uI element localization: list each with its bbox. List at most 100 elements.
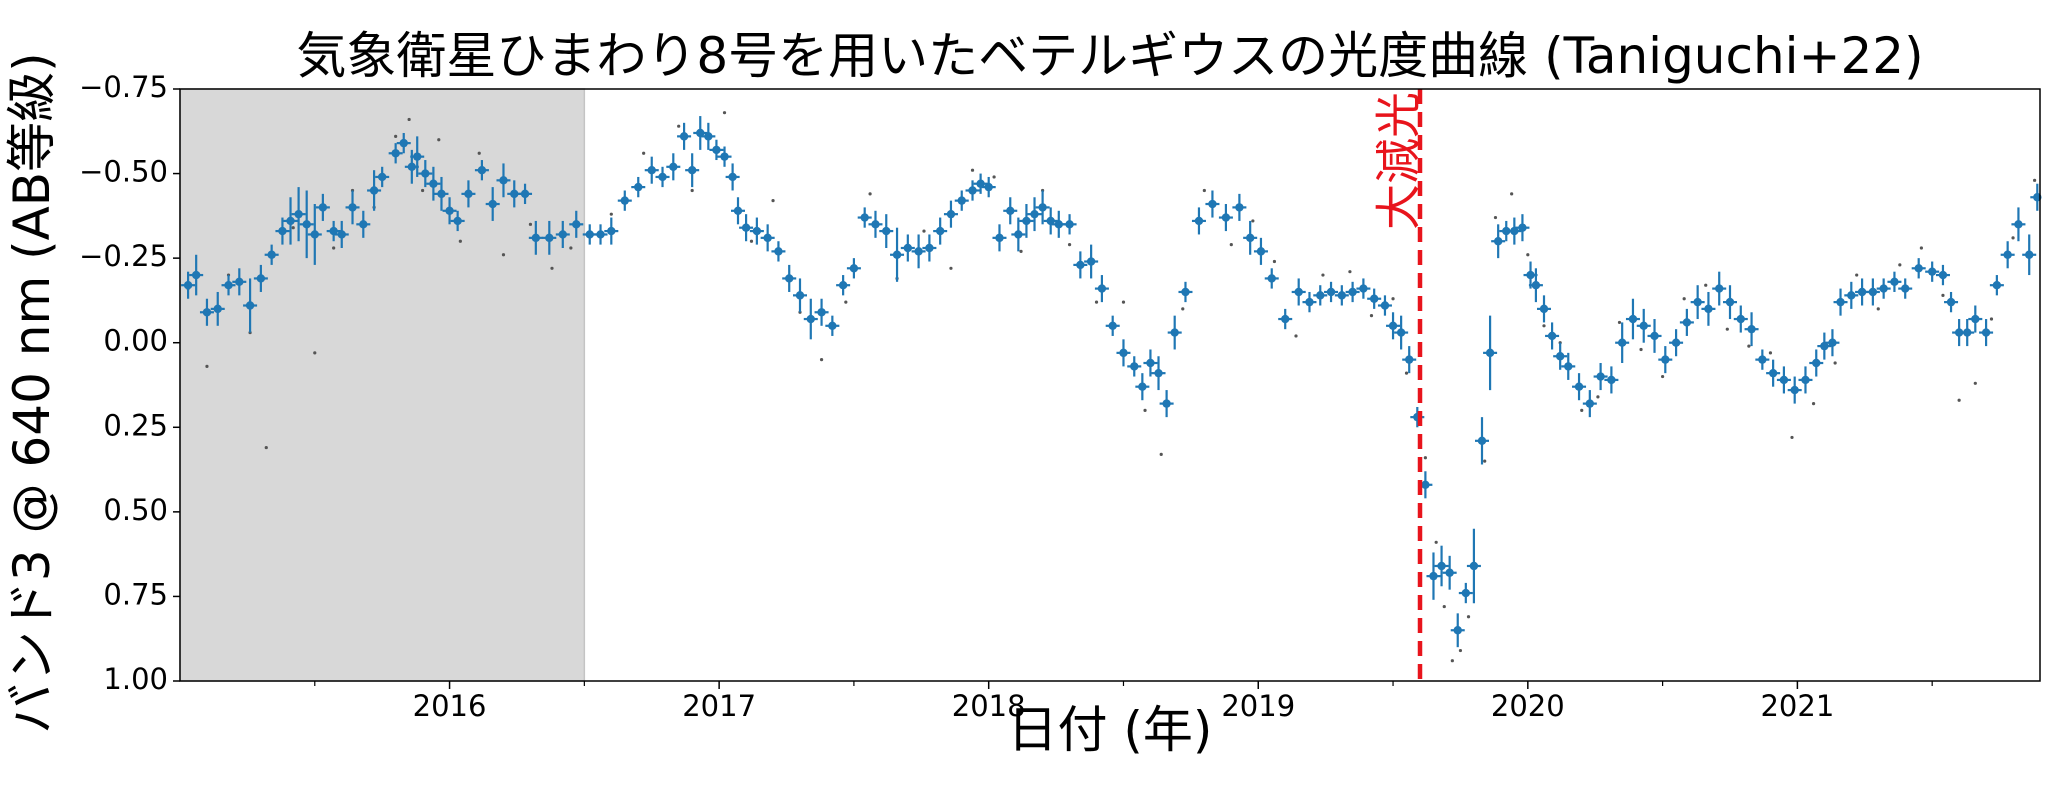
- scatter-dot: [1483, 459, 1487, 463]
- x-tick-label: 2020: [1491, 689, 1565, 723]
- data-point: [224, 281, 233, 290]
- data-point: [785, 274, 794, 283]
- scatter-dot: [771, 199, 775, 203]
- data-point: [1337, 291, 1347, 300]
- scatter-dot: [1294, 334, 1298, 338]
- data-point: [278, 226, 287, 236]
- data-point: [596, 230, 605, 239]
- scatter-dot: [868, 192, 872, 196]
- data-point: [337, 230, 346, 239]
- data-point: [1736, 314, 1745, 324]
- data-point: [1564, 362, 1573, 371]
- x-tick-label: 2017: [682, 689, 756, 723]
- scatter-dot: [922, 229, 926, 233]
- data-point: [1014, 230, 1023, 239]
- scatter-dot: [501, 253, 506, 257]
- data-point: [1502, 226, 1511, 236]
- data-point: [399, 138, 408, 148]
- data-point: [957, 196, 966, 205]
- data-point: [1162, 399, 1171, 408]
- data-point: [1661, 355, 1670, 364]
- data-point: [1369, 294, 1379, 303]
- x-tick-label: 2016: [413, 689, 487, 723]
- data-point: [728, 172, 737, 182]
- data-point: [2003, 250, 2012, 259]
- scatter-dot: [1121, 300, 1126, 304]
- data-point: [1170, 328, 1179, 337]
- scatter-dot: [1542, 324, 1546, 328]
- data-point: [477, 165, 487, 175]
- scatter-dot: [477, 151, 481, 155]
- scatter-dot: [949, 266, 953, 270]
- data-point: [464, 189, 473, 199]
- data-point: [1758, 355, 1767, 364]
- y-tick-label: −0.25: [79, 239, 168, 273]
- y-tick-label: 0.75: [103, 577, 168, 611]
- data-point: [1493, 237, 1503, 246]
- scatter-dot: [1855, 273, 1859, 277]
- data-point: [1901, 284, 1910, 293]
- data-point: [369, 186, 379, 195]
- data-point: [2014, 220, 2023, 229]
- data-point: [634, 182, 643, 192]
- data-point: [256, 274, 266, 283]
- data-point: [1879, 284, 1888, 293]
- data-point: [1221, 213, 1231, 222]
- data-point: [1194, 216, 1204, 226]
- data-point: [310, 230, 319, 239]
- data-point: [1453, 626, 1462, 635]
- scatter-dot: [1458, 648, 1463, 653]
- data-point: [245, 301, 255, 310]
- data-point: [720, 152, 729, 161]
- data-point: [421, 169, 430, 178]
- scatter-dot: [1067, 243, 1072, 247]
- data-point: [413, 152, 422, 161]
- scatter-dot: [1790, 435, 1794, 440]
- data-point: [1836, 297, 1845, 307]
- scatter-dot: [609, 212, 613, 216]
- data-point: [1030, 209, 1039, 219]
- scatter-dot: [1493, 215, 1498, 220]
- data-point: [892, 250, 902, 259]
- data-point: [1396, 328, 1406, 337]
- scatter-dot: [1143, 408, 1147, 412]
- scatter-dot: [1919, 246, 1923, 250]
- scatter-dot: [677, 124, 681, 128]
- data-point: [1650, 331, 1659, 341]
- scatter-dot: [722, 111, 727, 115]
- scatter-dot: [1348, 270, 1352, 274]
- data-point: [429, 179, 438, 188]
- scatter-dot: [1989, 317, 1994, 321]
- x-tick-label: 2018: [952, 689, 1026, 723]
- data-point: [2025, 250, 2034, 259]
- data-point: [1607, 375, 1616, 385]
- x-axis-label: 日付 (年): [1007, 701, 1213, 759]
- x-tick-label: 2021: [1760, 689, 1834, 723]
- data-point: [1857, 287, 1867, 297]
- data-point: [1267, 274, 1276, 283]
- scatter-dot: [1957, 398, 1961, 402]
- data-point: [1938, 270, 1948, 280]
- scatter-dot: [1202, 188, 1206, 193]
- scatter-dot: [205, 364, 209, 368]
- scatter-dot: [1941, 293, 1945, 297]
- data-point: [903, 243, 913, 253]
- scatter-dot: [1442, 604, 1446, 609]
- scatter-dot: [1510, 192, 1514, 196]
- data-point: [318, 203, 328, 212]
- data-point: [1927, 267, 1937, 276]
- scatter-dot: [690, 188, 694, 193]
- scatter-dot: [1768, 351, 1773, 355]
- data-point: [795, 291, 805, 300]
- scatter-dot: [332, 246, 336, 250]
- data-point: [1477, 436, 1487, 446]
- y-tick-label: 1.00: [103, 662, 168, 696]
- data-point: [669, 162, 678, 172]
- scatter-dot: [569, 246, 573, 250]
- scatter-dot: [1682, 297, 1686, 301]
- data-point: [806, 314, 815, 324]
- data-point: [1326, 287, 1336, 297]
- data-point: [545, 233, 554, 243]
- scatter-dot: [1181, 307, 1185, 311]
- data-point: [607, 226, 616, 236]
